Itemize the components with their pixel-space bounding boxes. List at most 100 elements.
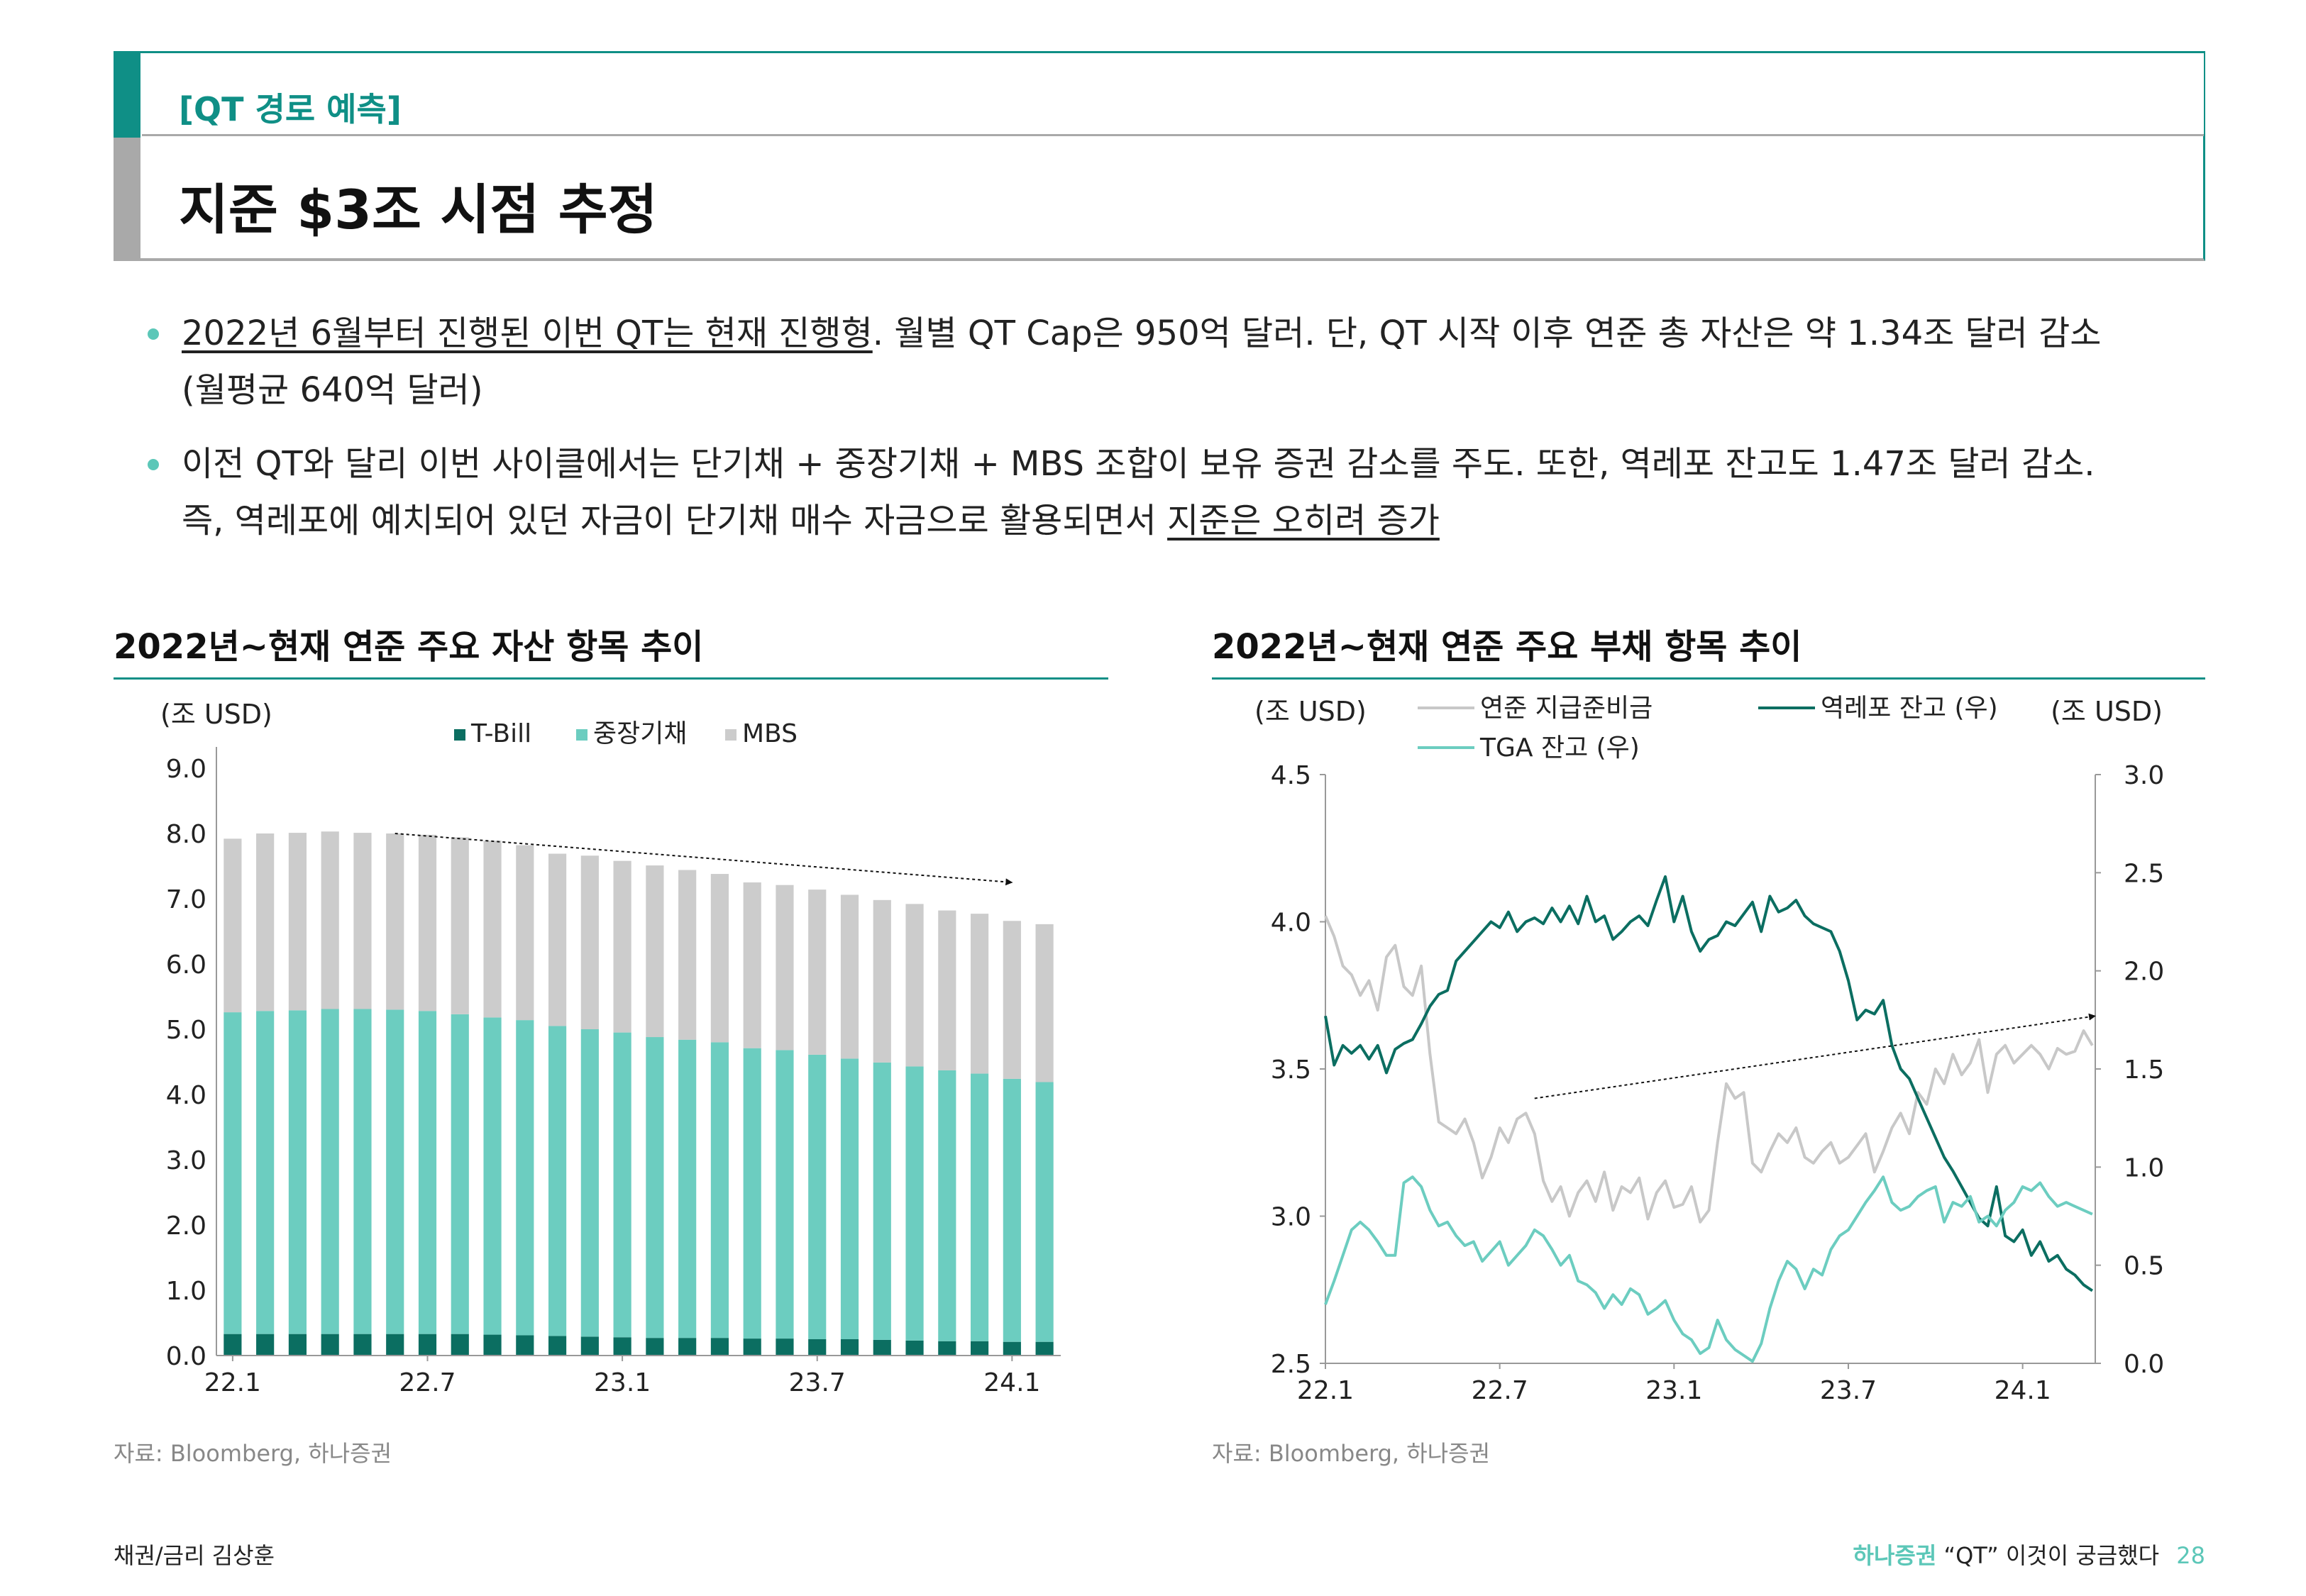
asset-bar-chart: (조 USD) T-Bill 중장기채 MBS 0.0 1.0 2.0 3.0 4.0 5.0… (160, 699, 1061, 1397)
bar-segment (1003, 1341, 1021, 1356)
y-tick-label: 4.0 (166, 1081, 206, 1110)
y-tick-label: 9.0 (166, 755, 206, 784)
page-title: 지준 $3조 시점 추정 (179, 178, 658, 241)
legend-swatch (725, 729, 737, 741)
x-tick-label: 23.1 (1645, 1376, 1702, 1405)
bar-y-axis: 0.0 1.0 2.0 3.0 4.0 5.0 6.0 7.0 8.0 9.0 (166, 747, 217, 1371)
trend-arrow (395, 833, 1013, 886)
bar-segment (288, 1334, 307, 1356)
bar-segment (1003, 1078, 1021, 1342)
bar-segment (905, 1340, 924, 1356)
bar-segment (808, 890, 827, 1055)
bar-segment (938, 1070, 956, 1341)
bar-segment (321, 1009, 339, 1334)
x-tick-label: 23.7 (789, 1368, 846, 1397)
bar-segment (353, 1009, 372, 1334)
trend-arrow (1534, 1013, 2096, 1099)
bar-segment (678, 1039, 697, 1339)
bar-segment (938, 910, 956, 1070)
bar-segment (970, 914, 989, 1074)
bar-segment (970, 1073, 989, 1341)
bar-segment (840, 1339, 859, 1356)
x-tick-label: 23.1 (594, 1368, 651, 1397)
bar-segment (905, 904, 924, 1067)
bar-segment (646, 1338, 664, 1356)
x-tick-label: 22.1 (204, 1368, 261, 1397)
x-tick-label: 22.7 (1472, 1376, 1528, 1405)
left-chart-source: 자료: Bloomberg, 하나증권 (114, 1440, 392, 1467)
bar-segment (1035, 924, 1054, 1082)
bar-segment (710, 1042, 729, 1339)
bar-segment (418, 1011, 437, 1334)
y-tick-label: 5.0 (166, 1016, 206, 1045)
bar-segment (353, 1334, 372, 1356)
bar-segment (710, 1338, 729, 1356)
right-chart-rule (1212, 677, 2205, 680)
bar-segment (710, 874, 729, 1043)
right-tick-label: 1.5 (2124, 1055, 2164, 1085)
right-y-unit-left: (조 USD) (1254, 696, 1367, 727)
y-tick-label: 2.0 (166, 1212, 206, 1241)
left-tick-label: 3.5 (1271, 1055, 1311, 1085)
bar-segment (483, 841, 502, 1018)
bullet-1-underlined: 2022년 6월부터 진행된 이번 QT는 현재 진행형 (182, 314, 873, 353)
bar-segment (321, 1334, 339, 1356)
legend-label: MBS (742, 719, 798, 748)
bar-segment (613, 1032, 631, 1338)
line-legend: 연준 지급준비금 역레포 잔고 (우) TGA 잔고 (우) (1418, 694, 1998, 763)
legend-label: T-Bill (470, 719, 531, 748)
bar-segment (451, 1014, 469, 1334)
bar-segment (288, 1010, 307, 1334)
bar-segment (451, 1334, 469, 1356)
bar-segment (353, 833, 372, 1009)
bar-segment (840, 894, 859, 1059)
x-tick-label: 24.1 (1995, 1376, 2051, 1405)
bar-segment (418, 1334, 437, 1356)
y-tick-label: 7.0 (166, 885, 206, 914)
x-tick-label: 22.1 (1297, 1376, 1354, 1405)
bar-segment (970, 1341, 989, 1356)
bar-segment (613, 860, 631, 1033)
bar-segment (288, 833, 307, 1011)
bar-segment (224, 1012, 242, 1334)
right-y-unit-right: (조 USD) (2051, 696, 2163, 727)
bar-segment (580, 1029, 599, 1337)
legend-swatch (576, 729, 587, 741)
bar-segment (483, 1017, 502, 1335)
bar-segment (873, 1062, 891, 1340)
bar-segment (776, 1339, 794, 1356)
x-tick-label: 23.7 (1820, 1376, 1877, 1405)
left-tick-label: 2.5 (1271, 1350, 1311, 1379)
bar-segment (386, 833, 404, 1010)
x-tick-label: 22.7 (399, 1368, 456, 1397)
bar-segment (386, 1009, 404, 1334)
bullet-1-line2: (월평균 640억 달러) (182, 370, 483, 410)
y-tick-label: 6.0 (166, 951, 206, 980)
right-tick-label: 0.0 (2124, 1350, 2164, 1379)
bar-segment (516, 1335, 534, 1356)
bar-segment (938, 1341, 956, 1356)
legend-label: 연준 지급준비금 (1480, 694, 1653, 723)
bar-segment (548, 1026, 567, 1336)
footer-brand: 하나증권 (1853, 1542, 1937, 1569)
y-tick-label: 0.0 (166, 1342, 206, 1371)
footer-right: 하나증권 “QT” 이것이 궁금했다 28 (1853, 1538, 2205, 1570)
bullet-1-rest: . 월별 QT Cap은 950억 달러. 단, QT 시작 이후 연준 총 자… (872, 314, 2102, 353)
right-tick-label: 0.5 (2124, 1252, 2164, 1281)
bullet-2-line1: 이전 QT와 달리 이번 사이클에서는 단기채 + 중장기채 + MBS 조합이… (182, 444, 2095, 484)
bar-segment (516, 1020, 534, 1336)
bar-segment (224, 1334, 242, 1356)
bar-segment (418, 834, 437, 1012)
header-top-border (140, 51, 2205, 53)
right-tick-label: 1.0 (2124, 1153, 2164, 1182)
bar-x-axis: 22.1 22.7 23.1 23.7 24.1 (204, 1355, 1061, 1397)
bar-segment (256, 1011, 275, 1334)
bar-segment (743, 1048, 761, 1339)
bar-segment (451, 837, 469, 1014)
bar-segment (743, 1339, 761, 1356)
bar-segment (224, 838, 242, 1013)
bullet-dot (148, 328, 159, 340)
bullet-1-text: 2022년 6월부터 진행된 이번 QT는 현재 진행형. 월별 QT Cap은… (182, 305, 2211, 419)
bar-segment (580, 855, 599, 1029)
trend-arrow-line (395, 833, 1013, 886)
